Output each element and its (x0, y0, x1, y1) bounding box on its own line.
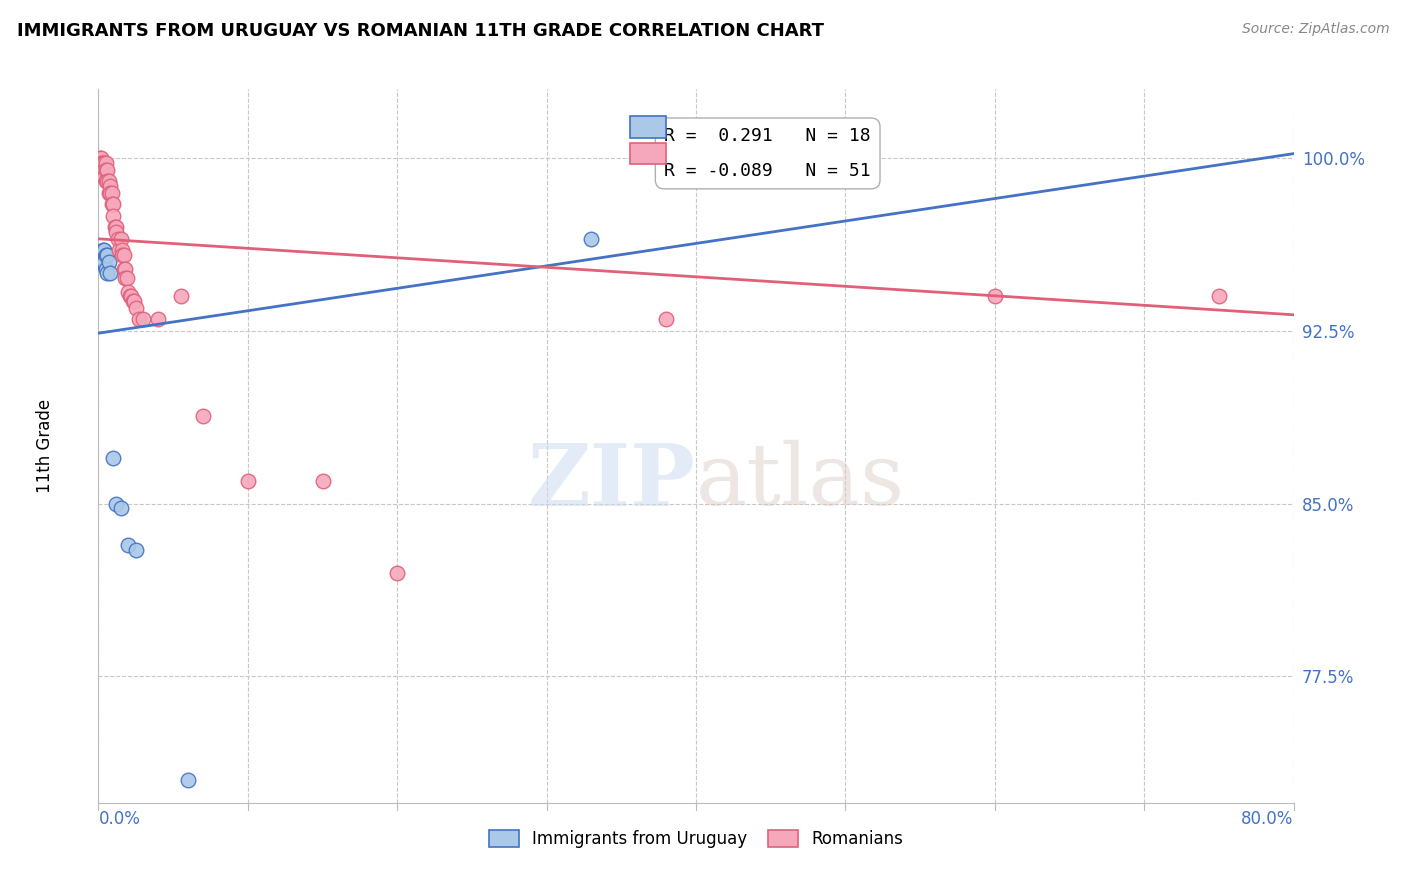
Point (98, 186, 122, 200)
Point (120, 289, 142, 303)
Text: ZIP: ZIP (529, 440, 696, 524)
Point (94, 162, 117, 177)
Point (98, 266, 122, 280)
Point (111, 244, 134, 258)
Point (112, 248, 135, 262)
Point (94, 156, 117, 170)
Text: 11th Grade: 11th Grade (35, 399, 53, 493)
Text: 0.0%: 0.0% (98, 810, 141, 828)
Point (117, 538, 139, 552)
Point (89, 255, 111, 269)
Bar (630, 116, 666, 137)
Point (655, 312, 678, 326)
Point (148, 312, 170, 326)
Point (96, 162, 118, 177)
Point (107, 232, 129, 246)
Point (169, 289, 191, 303)
Point (93, 255, 115, 269)
Point (91, 156, 114, 170)
Point (104, 220, 127, 235)
Point (111, 248, 134, 262)
Point (90, 151, 112, 165)
Point (94, 248, 117, 262)
Point (101, 197, 124, 211)
Point (105, 497, 128, 511)
Text: IMMIGRANTS FROM URUGUAY VS ROMANIAN 11TH GRADE CORRELATION CHART: IMMIGRANTS FROM URUGUAY VS ROMANIAN 11TH… (17, 22, 824, 40)
Point (124, 293, 146, 308)
Point (177, 772, 200, 787)
Point (132, 312, 155, 326)
Point (93, 156, 115, 170)
Text: Source: ZipAtlas.com: Source: ZipAtlas.com (1241, 22, 1389, 37)
Point (117, 285, 139, 299)
Point (91, 244, 114, 258)
Text: 80.0%: 80.0% (1241, 810, 1294, 828)
Point (108, 244, 131, 258)
Point (581, 232, 603, 246)
Point (115, 271, 138, 285)
Point (101, 186, 124, 200)
Point (114, 261, 136, 276)
Point (114, 271, 136, 285)
Point (105, 220, 128, 235)
Point (93, 162, 115, 177)
Point (1208, 289, 1230, 303)
Point (125, 301, 148, 315)
Point (97, 186, 120, 200)
Point (112, 261, 135, 276)
Point (385, 566, 409, 580)
Point (93, 244, 115, 258)
Point (96, 174, 118, 188)
Point (311, 474, 333, 488)
Point (103, 209, 125, 223)
Point (91, 162, 114, 177)
Text: R =  0.291   N = 18
R = -0.089   N = 51: R = 0.291 N = 18 R = -0.089 N = 51 (665, 127, 870, 180)
Point (98, 178, 122, 193)
Point (118, 289, 141, 303)
Legend: Immigrants from Uruguay, Romanians: Immigrants from Uruguay, Romanians (482, 823, 910, 855)
Point (110, 232, 132, 246)
Point (97, 255, 120, 269)
Point (236, 474, 259, 488)
Point (90, 156, 112, 170)
Point (105, 225, 128, 239)
Point (93, 169, 115, 184)
Point (110, 501, 132, 516)
Point (103, 450, 125, 465)
Point (94, 174, 117, 188)
Point (89, 151, 111, 165)
Point (94, 261, 117, 276)
Point (103, 197, 125, 211)
Point (984, 289, 1007, 303)
Bar (630, 143, 666, 164)
Text: atlas: atlas (696, 440, 905, 524)
Point (121, 293, 143, 308)
Point (128, 312, 150, 326)
Point (191, 409, 214, 423)
Point (91, 255, 114, 269)
Point (97, 174, 120, 188)
Point (96, 266, 118, 280)
Point (96, 248, 118, 262)
Point (125, 542, 148, 557)
